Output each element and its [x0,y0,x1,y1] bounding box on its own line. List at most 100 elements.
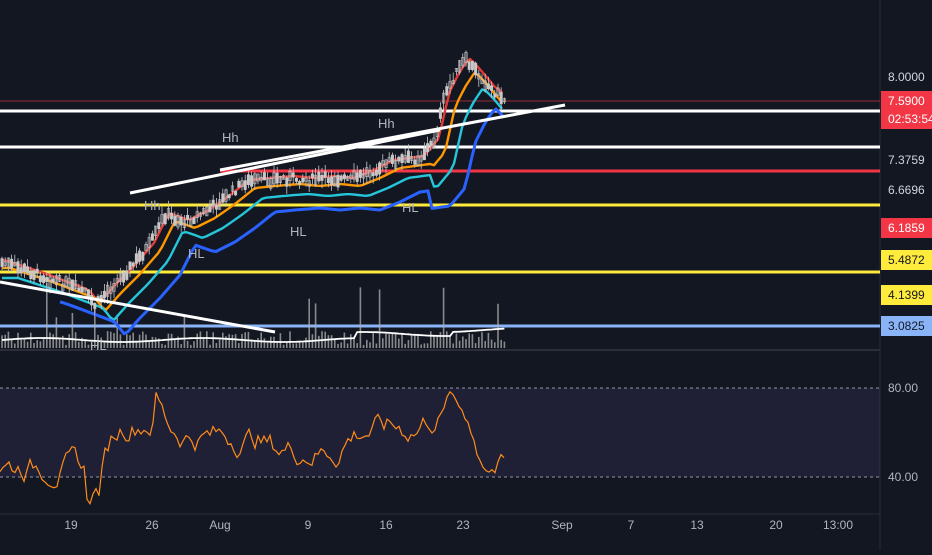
candle-body [16,261,20,274]
candle-body [112,283,116,292]
candle-body [26,266,30,274]
candle-body [493,93,497,98]
volume-bar [199,331,202,348]
candle-body [141,252,145,261]
candle-body [150,233,154,241]
candle-body [403,155,407,163]
price-countdown-label: 02:53:54 [888,112,932,126]
volume-bar [23,338,26,348]
candle-body [163,213,167,225]
volume-bar [500,339,502,348]
candle-body [326,177,330,183]
candle-body [61,283,65,292]
candle-body [221,193,225,203]
volume-bar [279,333,282,348]
upper-trendline[interactable] [129,128,441,195]
volume-bar [174,338,176,348]
candle-body [355,172,359,182]
candle-body [182,219,186,228]
candle-body [234,190,238,196]
candle-body [387,157,391,163]
candle-body [144,243,148,252]
candle-body [269,177,273,189]
volume-bar [478,336,480,348]
candle-body [477,73,481,80]
candle-body [406,150,410,163]
candle-body [67,278,71,289]
candle-body [0,258,4,267]
volume-bar [462,336,464,348]
candle-body [154,225,158,236]
candle-body [240,180,244,187]
volume-bar [446,331,448,348]
candle-body [256,173,260,182]
volume-bar [266,342,269,348]
candle-body [237,180,241,188]
volume-bar [202,338,205,348]
volume-bar [350,334,352,348]
candle-body [419,155,423,162]
volume-bar [116,314,118,348]
candle-body [317,171,321,182]
candle-body [38,275,42,283]
volume-bar [359,287,362,348]
volume-bar [26,341,29,348]
volume-bar [407,340,410,348]
volume-bar [183,315,186,348]
volume-bar [1,335,3,348]
time-axis-label: 9 [305,518,312,532]
candle-body [330,176,334,186]
candle-body [352,170,356,180]
volume-bar [87,344,90,348]
volume-bar [391,333,394,348]
volume-bar [382,338,384,348]
candle-body [384,159,388,168]
volume-bar [289,331,291,348]
candle-body [29,271,33,280]
candle-body [483,80,487,91]
volume-bar [10,338,13,348]
volume-bar [164,344,166,348]
candle-body [400,154,404,164]
volume-bar [212,332,214,348]
pattern-annotation: HL [290,224,307,239]
candle-body [195,211,199,219]
volume-bar [209,344,211,348]
volume-bar [106,331,109,348]
volume-bar [58,338,61,348]
candle-body [291,172,295,178]
candle-body [275,172,279,184]
candle-body [122,272,126,283]
candle-body [397,156,401,162]
volume-bar [494,342,496,348]
candle-body [486,83,490,90]
volume-bar [260,332,262,348]
candle-body [211,199,215,207]
volume-bar [465,339,467,348]
candle-body [467,61,471,70]
candle-body [371,172,375,177]
volume-bar [330,335,333,348]
price-axis-badge [881,218,932,238]
volume-bar [497,303,499,348]
candle-body [93,302,97,309]
candle-body [288,170,292,181]
resistance-trendline[interactable] [219,103,566,172]
volume-bar [234,334,237,348]
candle-body [6,257,10,269]
candle-body [10,258,14,269]
volume-bar [65,344,67,348]
candle-body [170,212,174,220]
candle-body [109,286,113,294]
volume-bar [295,343,298,348]
volume-bar [417,333,419,348]
candle-body [176,215,180,228]
candle-body [74,280,78,289]
volume-bar [302,342,304,348]
volume-bar [78,341,80,348]
volume-bar [142,331,144,348]
volume-bar [388,334,390,348]
lower-trendline[interactable] [0,280,276,334]
